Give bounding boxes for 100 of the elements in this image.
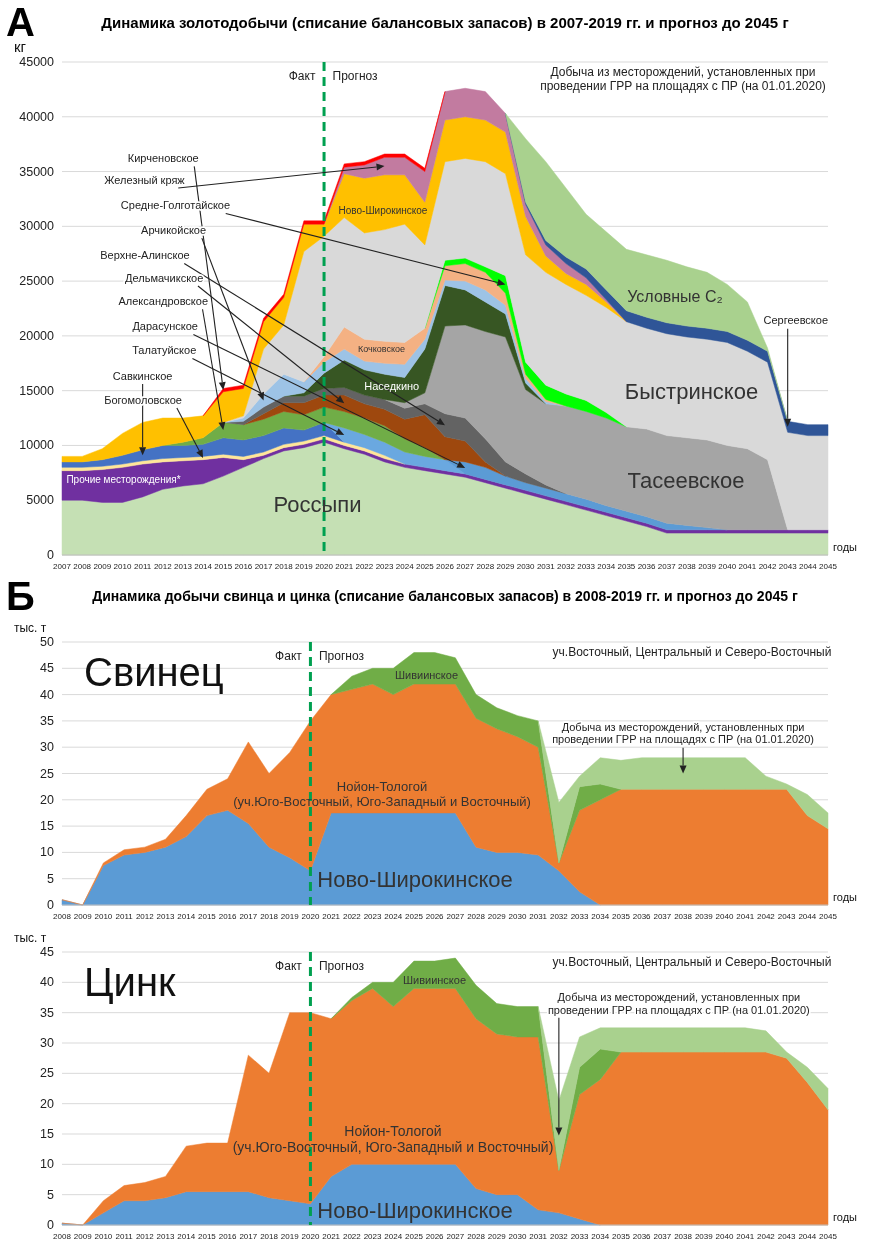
- x-tick-label: 2045: [819, 1231, 838, 1241]
- x-tick-label: 2040: [718, 561, 737, 571]
- y-tick-label: 30: [40, 1036, 55, 1050]
- x-tick-label: 2024: [384, 1231, 403, 1241]
- x-tick-label: 2043: [777, 1231, 797, 1241]
- y-tick-label: 45: [40, 661, 55, 676]
- series-label: Ново-Широкинское: [317, 866, 513, 892]
- annotation: Добыча из месторождений, установленных при проведении ГРР на площадях с ПР (на 01.01.2020): [540, 64, 826, 93]
- x-tick-label: 2042: [756, 911, 776, 921]
- x-tick-label: 2038: [674, 1231, 693, 1241]
- text: Талатуйское: [132, 344, 197, 357]
- series-label: Тасеевское: [627, 467, 745, 493]
- x-tick-label: 2032: [549, 1231, 569, 1241]
- x-tick-label: 2030: [508, 911, 527, 921]
- y-tick-label: 0: [47, 548, 55, 562]
- x-tick-label: 2028: [476, 561, 495, 571]
- y-tick-label: 0: [47, 898, 55, 912]
- x-tick-label: 2024: [384, 911, 403, 921]
- series-label: Кочковское: [357, 344, 406, 355]
- x-tick-label: 2023: [363, 1231, 382, 1241]
- y-tick-label: 35: [40, 1005, 55, 1020]
- text: Дарасунское: [132, 320, 198, 333]
- series-label: Ново-Широкинское: [338, 204, 428, 216]
- annotation: Прогноз: [332, 69, 379, 83]
- x-tick-label: 2037: [653, 911, 672, 921]
- series-label: Прочие месторождения*: [66, 473, 181, 485]
- y-tick-label: 15000: [19, 383, 55, 398]
- y-tick-label: 15: [40, 1127, 55, 1141]
- x-tick-label: 2026: [436, 561, 455, 571]
- x-tick-label: 2040: [715, 1231, 734, 1241]
- x-tick-label: 2021: [335, 561, 354, 571]
- x-tick-label: 2008: [53, 1231, 72, 1241]
- x-tick-label: 2016: [218, 911, 238, 921]
- x-tick-label: 2013: [156, 1231, 175, 1241]
- x-tick-label: 2017: [239, 1231, 258, 1241]
- series-label: Нойон-Тологой (уч.Юго-Восточный, Юго-Западный и Восточный): [232, 1122, 554, 1155]
- y-tick-label: 50: [40, 635, 55, 649]
- x-tick-label: 2015: [214, 561, 233, 571]
- x-tick-label: 2013: [174, 561, 193, 571]
- x-tick-label: 2043: [778, 561, 798, 571]
- y-tick-label: 20: [40, 1096, 55, 1111]
- text: Кирченовское: [127, 152, 199, 165]
- x-tick-label: 2029: [487, 1231, 507, 1241]
- series-label: Добыча из месторождений, установленных при проведении ГРР на площадях с ПР (на 01.01.2020): [552, 720, 815, 746]
- x-tick-label: 2018: [260, 911, 279, 921]
- series-label: Условные C₂: [627, 287, 723, 305]
- x-tick-label: 2042: [756, 1231, 776, 1241]
- x-tick-label: 2016: [218, 1231, 238, 1241]
- chart-title: Динамика добычи свинца и цинка (списание балансовых запасов) в 2008-2019 гг. и прогноз до 2045 г: [92, 588, 798, 604]
- x-tick-label: 2017: [254, 561, 274, 571]
- x-tick-label: 2019: [295, 561, 314, 571]
- x-tick-label: 2021: [322, 911, 341, 921]
- x-tick-label: 2035: [612, 1231, 631, 1241]
- x-tick-label: 2033: [570, 1231, 590, 1241]
- x-tick-label: 2037: [653, 1231, 672, 1241]
- x-tick-label: 2044: [798, 911, 817, 921]
- x-tick-label: 2042: [758, 561, 777, 571]
- x-tick-label: 2009: [93, 561, 112, 571]
- x-tick-label: 2027: [456, 561, 475, 571]
- x-tick-label: 2009: [73, 911, 93, 921]
- x-tick-label: 2008: [53, 911, 72, 921]
- x-tick-label: 2012: [135, 911, 155, 921]
- x-tick-label: 2034: [597, 561, 616, 571]
- x-tick-label: 2034: [591, 911, 610, 921]
- x-tick-label: 2027: [446, 911, 465, 921]
- y-tick-label: 0: [47, 1218, 55, 1232]
- x-tick-label: 2036: [637, 561, 657, 571]
- x-tick-label: 2037: [657, 561, 677, 571]
- y-tick-label: 25000: [19, 274, 55, 289]
- x-tick-label: 2031: [529, 911, 548, 921]
- y-tick-label: 25: [40, 766, 55, 781]
- x-tick-label: 2039: [694, 911, 714, 921]
- y-axis-title: тыс. т: [14, 621, 47, 635]
- x-tick-label: 2033: [577, 561, 596, 571]
- y-tick-label: 45: [40, 945, 55, 959]
- x-tick-label: 2011: [134, 561, 152, 571]
- x-tick-label: 2020: [301, 1231, 320, 1241]
- y-axis-title: тыс. т: [14, 931, 47, 945]
- series-label: Шивиинское: [402, 973, 467, 986]
- x-tick-label: 2008: [73, 561, 92, 571]
- x-tick-label: 2025: [405, 911, 424, 921]
- x-tick-label: 2031: [536, 561, 556, 571]
- x-tick-label: 2039: [694, 1231, 714, 1241]
- x-tick-label: 2014: [177, 911, 196, 921]
- x-tick-label: 2010: [113, 561, 132, 571]
- x-tick-label: 2022: [342, 1231, 362, 1241]
- y-tick-label: 5: [47, 1187, 55, 1202]
- x-tick-label: 2030: [516, 561, 536, 571]
- x-tick-label: 2020: [301, 911, 320, 921]
- y-tick-label: 40: [40, 975, 55, 990]
- x-tick-label: 2044: [798, 1231, 817, 1241]
- x-tick-label: 2009: [73, 1231, 93, 1241]
- x-tick-label: 2028: [467, 911, 486, 921]
- x-tick-label: 2028: [467, 1231, 486, 1241]
- x-tick-label: 2019: [280, 1231, 300, 1241]
- x-tick-label: 2010: [94, 911, 113, 921]
- text: Б: [6, 574, 35, 618]
- series-label: Шивиинское: [394, 669, 459, 682]
- annotation: Факт: [288, 69, 316, 83]
- x-tick-label: 2026: [425, 1231, 445, 1241]
